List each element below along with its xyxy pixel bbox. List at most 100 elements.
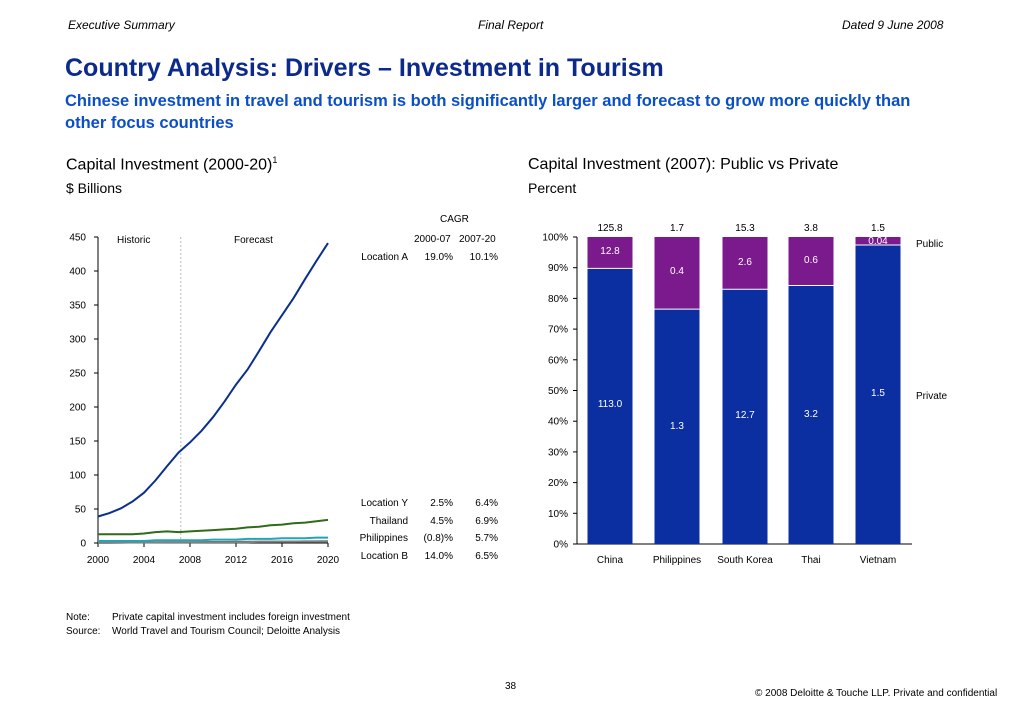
cagr-row-c2: 6.5% [475, 551, 498, 562]
series-line-location-a [97, 242, 329, 518]
header-left: Executive Summary [68, 18, 175, 32]
bar-public [722, 237, 768, 290]
right-y-tick-label: 70% [548, 325, 568, 336]
bar-private [587, 268, 633, 544]
cagr-row-name: Location A [361, 252, 408, 263]
left-y-tick-label: 0 [80, 539, 86, 550]
bar-label-private: 12.7 [735, 410, 755, 421]
bar-category-label: Thai [801, 555, 820, 566]
bar-label-private: 113.0 [598, 399, 623, 410]
cagr-row-name: Location Y [360, 498, 408, 509]
bar-label-private: 1.5 [871, 388, 885, 399]
bar-label-private: 3.2 [804, 409, 818, 420]
bar-total-label: 3.8 [804, 223, 818, 234]
bar-label-public: 2.6 [738, 257, 752, 268]
right-y-tick-label: 80% [548, 294, 568, 305]
left-y-tick-label: 200 [69, 403, 86, 414]
bar-total-label: 15.3 [735, 223, 755, 234]
cagr-row-name: Location B [360, 551, 408, 562]
right-y-tick-label: 60% [548, 355, 568, 366]
cagr-row-c2: 10.1% [469, 252, 498, 263]
legend-private: Private [916, 391, 948, 402]
cagr-row-c1: 4.5% [430, 516, 453, 527]
source-label: Source: [66, 626, 101, 637]
right-chart-title: Capital Investment (2007): Public vs Pri… [528, 156, 839, 173]
right-y-tick-label: 20% [548, 478, 568, 489]
left-x-tick-label: 2016 [271, 555, 294, 566]
cagr-col1-header: 2000-07 [414, 234, 451, 245]
page-subtitle: Chinese investment in travel and tourism… [65, 92, 911, 132]
left-y-tick-label: 100 [69, 471, 86, 482]
bar-label-public: 0.04 [868, 236, 888, 247]
right-chart-unit: Percent [528, 180, 577, 196]
bar-category-label: Philippines [653, 555, 701, 566]
cagr-row-c1: (0.8)% [423, 533, 453, 544]
note-label: Note: [66, 612, 90, 623]
cagr-row-c1: 14.0% [424, 551, 453, 562]
page-number: 38 [505, 681, 517, 692]
cagr-row-c2: 6.4% [475, 498, 498, 509]
right-y-tick-label: 90% [548, 263, 568, 274]
left-y-tick-label: 150 [69, 437, 86, 448]
left-y-tick-label: 300 [69, 335, 86, 346]
historic-label: Historic [117, 235, 151, 246]
bar-public [788, 237, 834, 286]
cagr-row-name: Thailand [369, 516, 408, 527]
bar-public [855, 237, 901, 245]
left-chart-title-text: Capital Investment (2000-20) [66, 156, 273, 174]
series-line-philippines [98, 540, 328, 544]
bar-category-label: South Korea [717, 555, 773, 566]
left-y-tick-label: 400 [69, 267, 86, 278]
left-y-tick-label: 450 [69, 233, 86, 244]
bar-label-public: 0.4 [670, 266, 684, 277]
bar-private [855, 244, 901, 544]
legend-public: Public [916, 239, 944, 250]
header-right: Dated 9 June 2008 [842, 18, 944, 32]
bar-private [654, 309, 700, 544]
left-x-tick-label: 2012 [225, 555, 248, 566]
bar-private [722, 289, 768, 544]
cagr-col2-header: 2007-20 [459, 234, 496, 245]
bar-label-private: 1.3 [670, 421, 684, 432]
left-y-tick-label: 50 [75, 505, 87, 516]
bar-label-public: 12.8 [600, 246, 620, 257]
bar-total-label: 1.7 [670, 223, 684, 234]
bar-public [654, 237, 700, 310]
right-y-tick-label: 0% [554, 540, 569, 551]
forecast-label: Forecast [234, 235, 273, 246]
cagr-row-c1: 19.0% [424, 252, 453, 263]
page-title: Country Analysis: Drivers – Investment i… [65, 54, 664, 82]
left-chart-unit: $ Billions [66, 180, 123, 196]
bar-private [788, 285, 834, 544]
right-y-tick-label: 10% [548, 509, 568, 520]
right-y-tick-label: 50% [548, 386, 568, 397]
cagr-row-c2: 5.7% [475, 533, 498, 544]
series-line-location-y [98, 518, 329, 536]
left-chart-title-sup: 1 [272, 155, 278, 165]
header-center: Final Report [478, 18, 544, 32]
cagr-row-c2: 6.9% [475, 516, 498, 527]
left-chart-title: Capital Investment (2000-20)1 [66, 155, 277, 174]
series-line-thailand [98, 536, 328, 542]
cagr-title: CAGR [440, 214, 469, 225]
bar-total-label: 125.8 [597, 223, 622, 234]
cagr-row-name: Philippines [359, 533, 408, 544]
right-y-tick-label: 30% [548, 447, 568, 458]
bar-category-label: China [597, 555, 624, 566]
right-y-tick-label: 40% [548, 417, 568, 428]
right-y-tick-label: 100% [542, 233, 568, 244]
left-y-tick-label: 350 [69, 301, 86, 312]
left-x-tick-label: 2020 [317, 555, 340, 566]
cagr-row-c1: 2.5% [430, 498, 453, 509]
bar-total-label: 1.5 [871, 223, 885, 234]
bar-category-label: Vietnam [860, 555, 897, 566]
note-text: Private capital investment includes fore… [112, 612, 350, 623]
bar-label-public: 0.6 [804, 255, 818, 266]
left-x-tick-label: 2004 [133, 555, 156, 566]
left-y-tick-label: 250 [69, 369, 86, 380]
left-x-tick-label: 2008 [179, 555, 202, 566]
copyright: © 2008 Deloitte & Touche LLP. Private an… [755, 688, 998, 699]
bar-public [587, 237, 633, 269]
source-text: World Travel and Tourism Council; Deloit… [112, 626, 341, 637]
